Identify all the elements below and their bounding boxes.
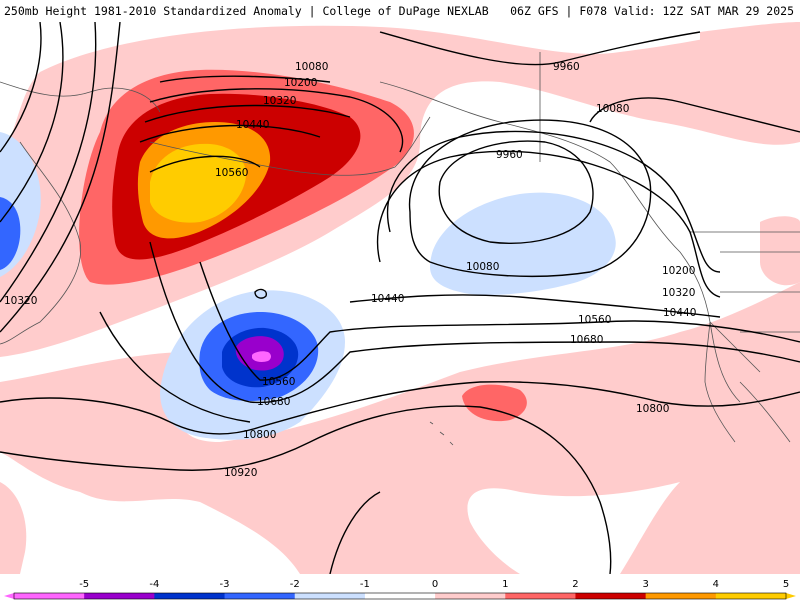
label-9960-gulf: 9960 (496, 149, 523, 161)
contour-10320-west (0, 22, 97, 303)
contour-10680-trough (149, 241, 800, 404)
contour-10200-gulf (386, 130, 721, 273)
label-10200-ridge: 10200 (284, 77, 317, 89)
contour-10560-small (254, 288, 267, 299)
colorbar-tick-label: -3 (220, 579, 230, 590)
colorbar-segment-neg4 (84, 593, 155, 599)
anomaly-neg5-trough (252, 351, 271, 362)
anomaly-pos1-east (760, 216, 800, 286)
contour-9960-gulf-low (438, 140, 594, 244)
colorbar-tick-label: 3 (642, 579, 648, 590)
colorbar-segment-pos2 (505, 593, 576, 599)
label-10320-ridge: 10320 (263, 95, 296, 107)
label-10920-main: 10920 (224, 467, 257, 479)
coast-hawaii (429, 421, 454, 446)
colorbar-tick-label: -1 (360, 579, 370, 590)
contour-11040-south (329, 491, 381, 574)
height-contours (0, 22, 800, 574)
model-run-info: 06Z GFS | F078 Valid: 12Z SAT MAR 29 202… (510, 4, 794, 18)
label-9960-north: 9960 (553, 61, 580, 73)
anomaly-pos5-ridge (150, 143, 246, 223)
contour-10200-west (0, 22, 64, 223)
colorbar-segment-neg5 (14, 593, 85, 599)
map-canvas[interactable]: 10080 10200 10320 10440 10560 9960 10080… (0, 22, 800, 574)
label-10440-ridge: 10440 (236, 119, 269, 131)
colorbar-left-arrow (4, 593, 14, 599)
label-10560-trough: 10560 (262, 376, 295, 388)
colorbar-segment-neg3 (154, 593, 226, 599)
anomaly-colorbar: -5 -4 -3 -2 -1 0 1 2 3 4 5 (0, 574, 800, 600)
coast-kamchatka (0, 141, 82, 345)
colorbar-tick-label: 2 (572, 579, 578, 590)
contour-10560-trough (199, 261, 800, 381)
label-10200-east: 10200 (662, 265, 695, 277)
colorbar-canvas: -5 -4 -3 -2 -1 0 1 2 3 4 5 (4, 579, 796, 600)
contour-10920-main (0, 405, 612, 574)
contour-10200-ridge (149, 88, 404, 153)
colorbar-tick-label: 1 (502, 579, 508, 590)
contour-9960-north (379, 31, 701, 66)
coast-baja (739, 381, 791, 443)
label-10800-east: 10800 (636, 403, 669, 415)
contour-10680-c (99, 311, 251, 423)
contour-10440-west (0, 22, 121, 333)
coast-us-west (704, 321, 736, 443)
label-10080-ridge: 10080 (295, 61, 328, 73)
colorbar-tick-label: 5 (783, 579, 789, 590)
label-10680-east: 10680 (570, 334, 603, 346)
contour-10080-gulf (408, 119, 652, 277)
colorbar-segment-pos5 (715, 593, 787, 599)
contour-10440-ridge (139, 124, 321, 143)
contour-10320-ridge (144, 104, 351, 123)
colorbar-tick-label: 4 (713, 579, 719, 590)
contour-10440-trough (349, 294, 721, 318)
label-10080-east: 10080 (596, 103, 629, 115)
colorbar-tick-label: 0 (432, 579, 438, 590)
coast-aleutians (149, 116, 431, 176)
positive-anomaly-shading (0, 22, 800, 574)
contour-10080-east (589, 97, 800, 133)
map-title: 250mb Height 1981-2010 Standardized Anom… (4, 4, 489, 18)
anomaly-neg1-gulf (430, 192, 616, 295)
anomaly-pos1-ne (700, 22, 800, 51)
colorbar-outline (13, 592, 787, 600)
colorbar-tick-label: -5 (79, 579, 89, 590)
anomaly-pos2-subtropic (462, 384, 527, 422)
contour-10560-ridge (149, 155, 261, 173)
colorbar-tick-label: -4 (149, 579, 159, 590)
map-panel[interactable]: 10080 10200 10320 10440 10560 9960 10080… (0, 22, 800, 574)
label-10800-trough: 10800 (243, 429, 276, 441)
contour-10080-west (0, 22, 42, 153)
anomaly-pos1-sw-coast (0, 482, 27, 574)
colorbar-segment-pos3 (575, 593, 647, 599)
colorbar-segment-pos1 (435, 593, 506, 599)
label-10560-ridge: 10560 (215, 167, 248, 179)
coast-asia-north (0, 81, 161, 113)
colorbar-segment-zero (364, 593, 436, 599)
label-10080-gulf: 10080 (466, 261, 499, 273)
colorbar-segment-neg1 (294, 593, 366, 599)
colorbar-segment-neg2 (224, 593, 296, 599)
label-10560-east: 10560 (578, 314, 611, 326)
coastlines (0, 52, 800, 446)
label-10320-west: 10320 (4, 295, 37, 307)
colorbar-tick-label: -2 (290, 579, 300, 590)
colorbar-segment-pos4 (645, 593, 717, 599)
border-states-1 (709, 251, 800, 373)
colorbar-right-arrow (786, 593, 796, 599)
label-10320-east: 10320 (662, 287, 695, 299)
label-10440-trough: 10440 (371, 293, 404, 305)
anomaly-pos1-south (0, 282, 800, 574)
contour-10800-main (0, 381, 800, 435)
label-10680-trough: 10680 (257, 396, 290, 408)
contour-labels: 10080 10200 10320 10440 10560 9960 10080… (4, 61, 696, 479)
contour-10320-gulf (376, 150, 721, 298)
contour-10080-ridge (159, 75, 331, 83)
map-header: 250mb Height 1981-2010 Standardized Anom… (0, 0, 800, 22)
label-10440-east: 10440 (663, 307, 696, 319)
